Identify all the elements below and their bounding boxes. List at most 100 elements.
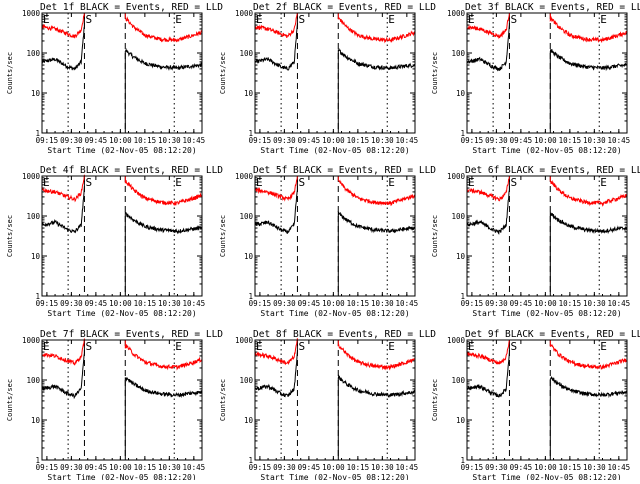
y-axis-label: Counts/sec	[219, 52, 227, 94]
marker-label: E	[468, 340, 475, 353]
series-line-events	[466, 13, 510, 72]
x-tick-label: 10:00	[109, 299, 132, 308]
panel-title: Det 8f BLACK = Events, RED = LLD	[253, 329, 436, 340]
x-tick-label: 10:15	[134, 463, 157, 472]
y-tick-label: 1	[248, 129, 253, 138]
series-line-lld	[337, 340, 416, 371]
y-tick-label: 100	[239, 49, 253, 58]
x-tick-label: 10:00	[534, 299, 557, 308]
x-tick-label: 10:15	[559, 136, 582, 145]
x-tick-label: 09:30	[273, 136, 296, 145]
x-tick-label: 10:15	[134, 136, 157, 145]
marker-label: S	[510, 176, 517, 189]
series-line-events	[466, 340, 510, 398]
y-tick-label: 1	[248, 292, 253, 301]
y-tick-label: 100	[26, 212, 40, 221]
x-tick-label: 10:45	[396, 463, 419, 472]
x-tick-label: 10:00	[109, 136, 132, 145]
x-tick-label: 09:30	[60, 136, 83, 145]
x-tick-label: 09:30	[273, 299, 296, 308]
y-tick-label: 1	[460, 456, 465, 465]
y-tick-label: 1	[460, 292, 465, 301]
y-tick-label: 100	[239, 376, 253, 385]
plot-frame	[466, 175, 628, 297]
y-tick-label: 10	[31, 416, 41, 425]
y-tick-label: 1000	[447, 172, 466, 181]
panel-7: Det 7f BLACK = Events, RED = LLD Counts/s…	[6, 329, 223, 482]
x-tick-label: 10:15	[347, 136, 370, 145]
series-line-lld	[41, 338, 85, 366]
x-tick-label: 10:30	[583, 463, 606, 472]
y-tick-label: 1	[35, 456, 40, 465]
plot-frame	[466, 339, 628, 461]
y-tick-label: 10	[244, 89, 254, 98]
series-line-events	[466, 176, 510, 235]
marker-label: E	[600, 13, 607, 26]
x-axis-label: Start Time (02-Nov-05 08:12:20)	[472, 473, 621, 480]
y-tick-label: 100	[239, 212, 253, 221]
plot-frame	[41, 12, 203, 134]
panel-2: Det 2f BLACK = Events, RED = LLD Counts/s…	[219, 2, 436, 155]
marker-label: E	[256, 340, 263, 353]
panel-title: Det 3f BLACK = Events, RED = LLD	[465, 2, 640, 13]
x-tick-label: 09:45	[298, 136, 321, 145]
panel-title: Det 4f BLACK = Events, RED = LLD	[40, 165, 223, 176]
panel-title: Det 1f BLACK = Events, RED = LLD	[40, 2, 223, 13]
x-tick-label: 10:30	[371, 136, 394, 145]
x-tick-label: 09:30	[60, 299, 83, 308]
x-tick-label: 10:30	[158, 299, 181, 308]
x-tick-label: 10:00	[534, 463, 557, 472]
y-axis-label: Counts/sec	[219, 215, 227, 257]
marker-label: E	[256, 13, 263, 26]
x-tick-label: 09:15	[461, 463, 484, 472]
marker-label: S	[510, 340, 517, 353]
plot-frame	[41, 339, 203, 461]
marker-label: E	[388, 176, 395, 189]
panel-9: Det 9f BLACK = Events, RED = LLD Counts/s…	[431, 329, 640, 482]
marker-label: E	[388, 340, 395, 353]
x-tick-label: 09:45	[510, 136, 533, 145]
series-line-lld	[41, 174, 85, 203]
marker-label: E	[468, 176, 475, 189]
y-tick-label: 10	[31, 89, 41, 98]
series-line-events	[124, 377, 203, 460]
series-line-lld	[466, 340, 510, 366]
y-axis-label: Counts/sec	[431, 379, 439, 421]
plot-frame	[254, 12, 416, 134]
y-tick-label: 10	[456, 252, 466, 261]
series-line-lld	[337, 13, 416, 44]
series-line-events	[337, 374, 416, 460]
y-tick-label: 100	[451, 49, 465, 58]
y-tick-label: 10	[456, 89, 466, 98]
marker-label: S	[298, 13, 305, 26]
series-line-events	[124, 47, 203, 133]
marker-label: E	[256, 176, 263, 189]
x-tick-label: 09:45	[510, 299, 533, 308]
marker-label: S	[85, 176, 92, 189]
panel-title: Det 2f BLACK = Events, RED = LLD	[253, 2, 436, 13]
x-tick-label: 10:45	[608, 463, 631, 472]
series-line-lld	[337, 176, 416, 207]
panel-title: Det 9f BLACK = Events, RED = LLD	[465, 329, 640, 340]
y-tick-label: 1000	[447, 9, 466, 18]
y-tick-label: 1	[248, 456, 253, 465]
panel-5: Det 5f BLACK = Events, RED = LLD Counts/s…	[219, 165, 436, 318]
x-tick-label: 09:15	[461, 136, 484, 145]
marker-label: S	[510, 13, 517, 26]
x-tick-label: 10:45	[396, 136, 419, 145]
marker-label: E	[175, 13, 182, 26]
plot-frame	[41, 175, 203, 297]
x-axis-label: Start Time (02-Nov-05 08:12:20)	[47, 473, 196, 480]
y-tick-label: 1	[35, 129, 40, 138]
y-tick-label: 100	[451, 376, 465, 385]
y-tick-label: 100	[451, 212, 465, 221]
panel-1: Det 1f BLACK = Events, RED = LLD Counts/s…	[6, 2, 223, 155]
y-axis-label: Counts/sec	[6, 215, 14, 257]
marker-label: E	[468, 13, 475, 26]
marker-label: S	[298, 176, 305, 189]
plot-frame	[254, 339, 416, 461]
marker-label: S	[85, 340, 92, 353]
y-tick-label: 1	[460, 129, 465, 138]
y-tick-label: 1000	[22, 172, 41, 181]
